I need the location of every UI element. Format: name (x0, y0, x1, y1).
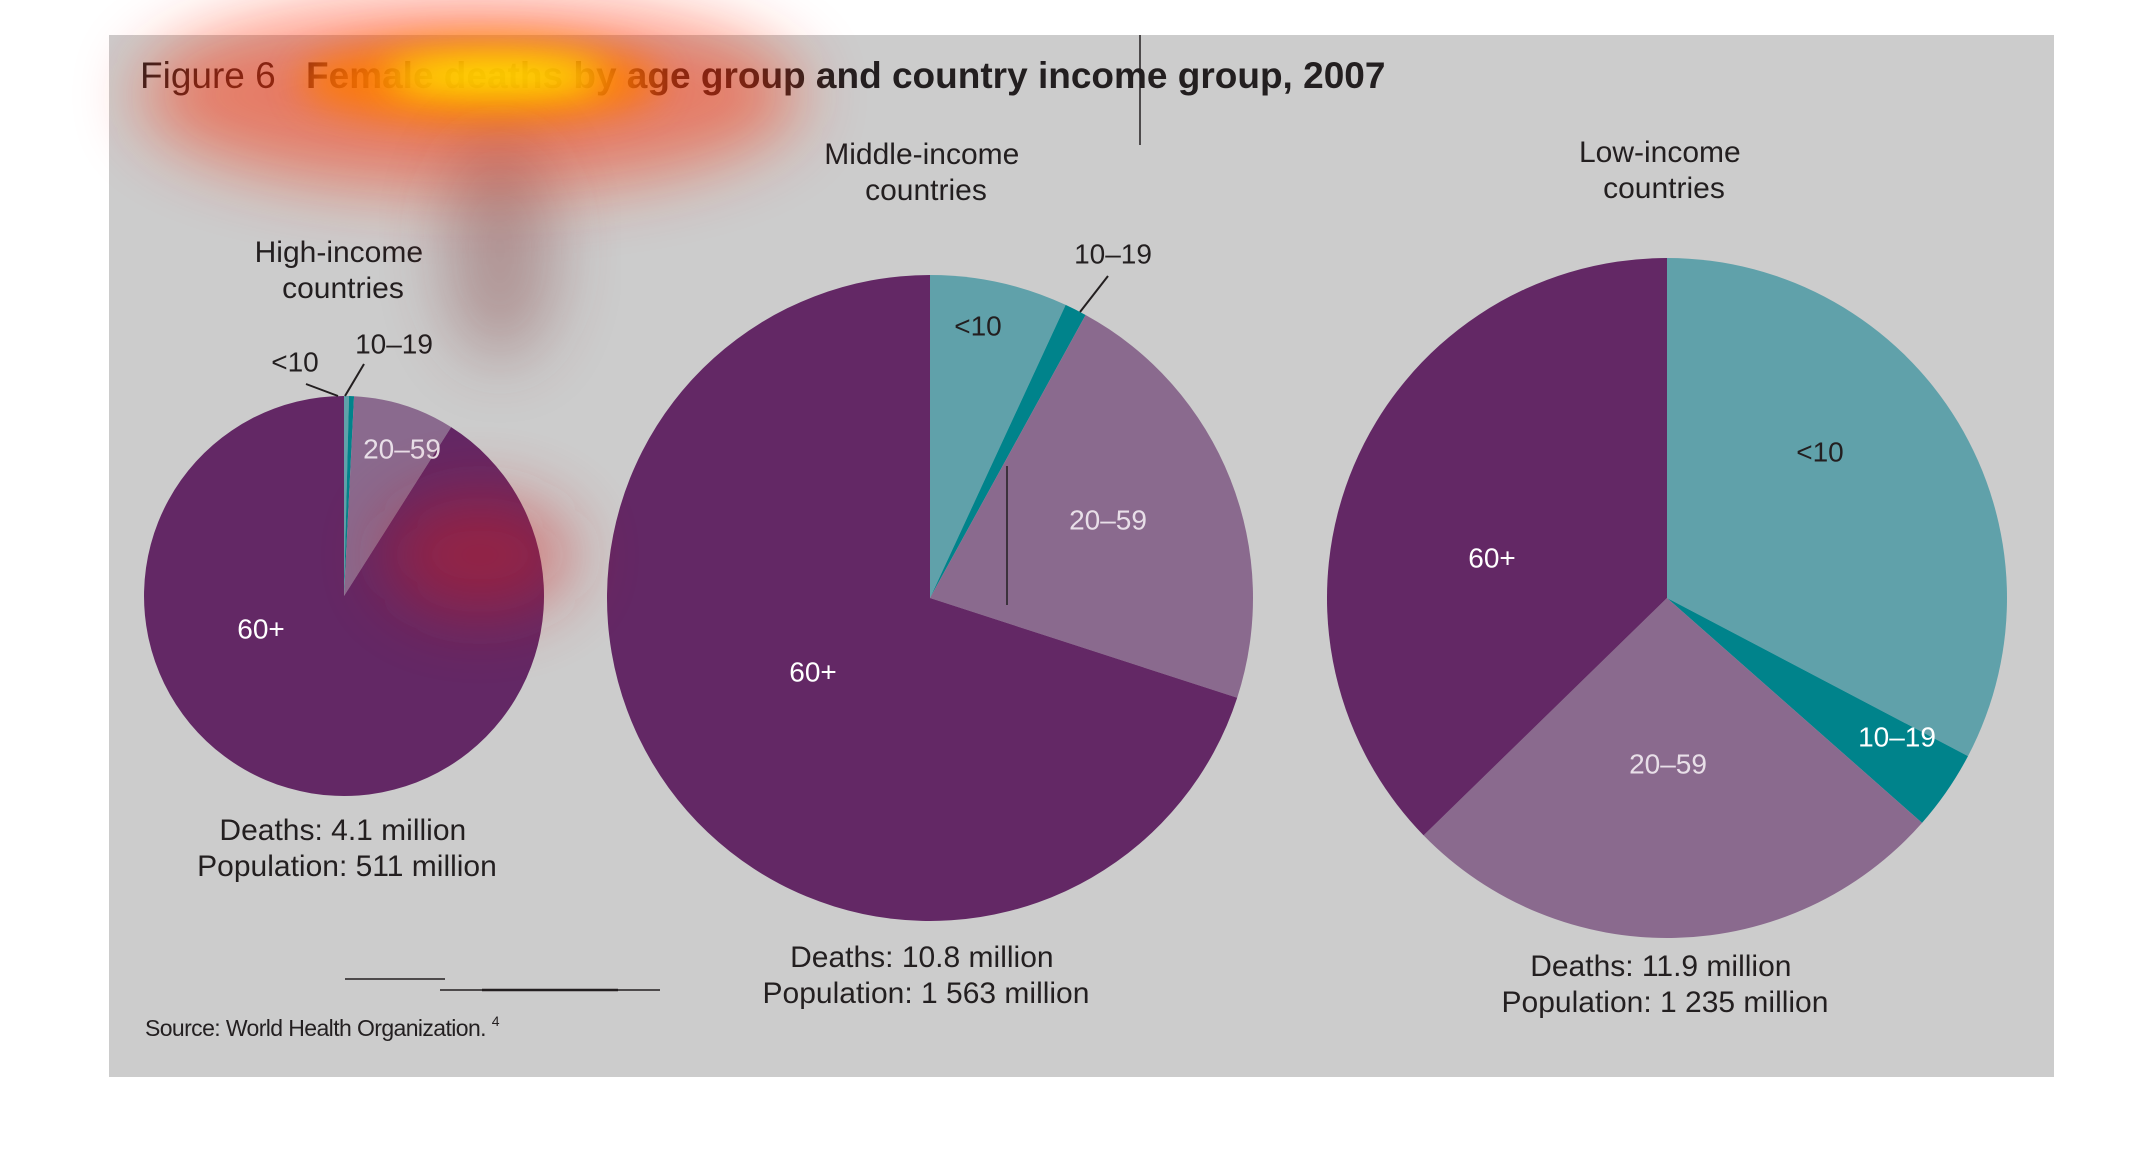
pie-slice-low-income-10-19 (1667, 598, 1968, 823)
pie-chart-low-income: <10 10–19 20–59 60+ (1326, 258, 2008, 939)
panel-title-high-line-1: High-income (255, 236, 423, 269)
caption-low-income: Deaths: 11.9 million Population: 1 235 m… (1502, 950, 1829, 1019)
pie-slice-high-income-60-plus (144, 396, 545, 797)
pie-slice-low-income-20-59 (1423, 598, 1923, 939)
pie-slice-middle-income-20-59 (930, 314, 1253, 698)
slice-label-low-income-under-10: <10 (1796, 436, 1844, 467)
caption-high-income: Deaths: 4.1 million Population: 511 mill… (197, 814, 497, 883)
panel-title-low-line-1: Low-income (1579, 136, 1741, 169)
attention-heatmap-overlay (140, 0, 800, 615)
caption-middle-income: Deaths: 10.8 million Population: 1 563 m… (763, 941, 1090, 1010)
leader-line-high-income-under-10 (305, 383, 339, 397)
pie-slice-high-income-20-59 (344, 396, 452, 596)
pie-slice-middle-income-60-plus (606, 275, 1238, 921)
deaths-low-income: Deaths: 11.9 million (1530, 950, 1791, 983)
pie-slice-high-income-10-19 (344, 396, 355, 596)
panel-title-middle-line-2: countries (865, 174, 987, 207)
leader-line-middle-income-10-19 (1079, 275, 1109, 313)
panel-title-low-line-2: countries (1603, 172, 1725, 205)
slice-label-low-income-60-plus: 60+ (1468, 542, 1516, 573)
deaths-middle-income: Deaths: 10.8 million (790, 941, 1053, 974)
population-low-income: Population: 1 235 million (1502, 986, 1829, 1019)
slice-label-high-income-under-10: <10 (271, 346, 319, 377)
slice-label-middle-income-10-19: 10–19 (1074, 238, 1152, 269)
source-note: Source: World Health Organization. 4 (145, 1013, 500, 1041)
panel-title-high-income: High-income countries (255, 236, 432, 305)
slice-label-high-income-10-19: 10–19 (355, 328, 433, 359)
leader-line-high-income-10-19 (344, 363, 365, 397)
pie-chart-high-income: <10 10–19 20–59 60+ (144, 328, 545, 797)
population-high-income: Population: 511 million (197, 850, 497, 883)
panel-title-low-income: Low-income countries (1579, 136, 1749, 205)
slice-label-high-income-60-plus: 60+ (237, 613, 285, 644)
pie-chart-middle-income: <10 10–19 20–59 60+ (606, 238, 1253, 921)
heatmap-secondary (385, 495, 575, 615)
slice-label-high-income-20-59: 20–59 (363, 433, 441, 464)
population-middle-income: Population: 1 563 million (763, 977, 1090, 1010)
pie-slice-high-income-under-10 (344, 395, 350, 596)
pie-slice-middle-income-under-10 (930, 275, 1066, 598)
source-superscript: 4 (492, 1013, 500, 1029)
panel-title-middle-income: Middle-income countries (824, 138, 1027, 207)
deaths-high-income: Deaths: 4.1 million (219, 814, 466, 847)
slice-label-middle-income-20-59: 20–59 (1069, 504, 1147, 535)
source-text: Source: World Health Organization. (145, 1015, 486, 1041)
slice-label-low-income-20-59: 20–59 (1629, 748, 1707, 779)
pie-slice-low-income-under-10 (1667, 258, 2008, 757)
heatmap-core (385, 56, 605, 96)
slice-label-middle-income-under-10: <10 (954, 310, 1002, 341)
panel-title-middle-line-1: Middle-income (824, 138, 1019, 171)
heatmap-trail (445, 140, 555, 360)
pie-slice-low-income-60-plus (1326, 258, 1667, 836)
panel-title-high-line-2: countries (282, 272, 404, 305)
slice-label-middle-income-60-plus: 60+ (789, 656, 837, 687)
slice-label-low-income-10-19: 10–19 (1858, 721, 1936, 752)
pie-slice-middle-income-10-19 (930, 304, 1086, 598)
